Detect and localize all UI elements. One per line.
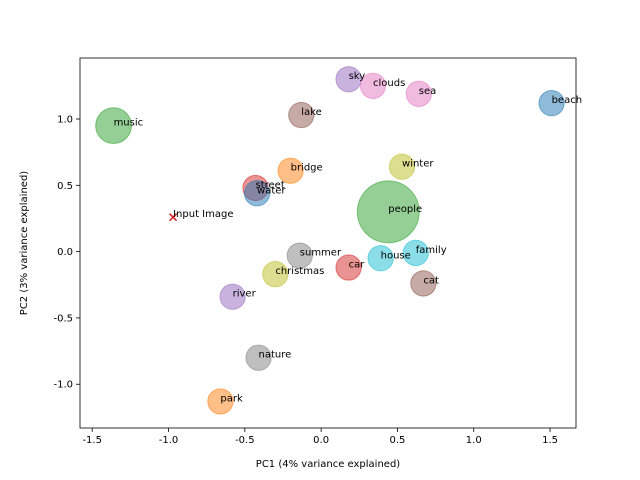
point-label-sky: sky: [349, 71, 366, 82]
input-marker-layer: Input Image: [169, 209, 233, 222]
point-label-clouds: clouds: [373, 78, 405, 89]
labels-layer: beach sky clouds sea lake music winter bridge st…: [114, 71, 582, 404]
point-label-cat: cat: [423, 275, 439, 286]
point-label-bridge: bridge: [291, 163, 323, 174]
point-label-summer: summer: [300, 248, 342, 259]
point-beach: [538, 89, 565, 117]
point-people: [356, 180, 420, 244]
point-house: [367, 245, 394, 272]
point-sea: [405, 80, 432, 107]
point-label-lake: lake: [301, 107, 322, 118]
y-tick-label: -1.0: [53, 380, 73, 391]
point-family: [402, 239, 429, 267]
point-label-water: water: [257, 185, 286, 196]
point-label-christmas: christmas: [275, 266, 324, 277]
point-label-music: music: [114, 118, 144, 129]
x-tick-label: 1.5: [542, 435, 558, 446]
point-clouds: [359, 72, 387, 99]
point-label-nature: nature: [259, 350, 292, 361]
y-tick-label: 1.0: [57, 115, 73, 126]
plot-frame: [79, 57, 577, 429]
x-tick-label: -1.0: [159, 435, 179, 446]
x-axis: -1.5 -1.0 -0.5 0.0 0.5 1.0 1.5: [82, 428, 558, 446]
point-river: [219, 283, 246, 310]
point-label-sea: sea: [419, 86, 437, 97]
y-axis: -1.0 -0.5 0.0 0.5 1.0: [53, 115, 80, 391]
point-park: [207, 388, 234, 415]
point-sky: [335, 66, 362, 93]
point-lake: [288, 101, 315, 129]
y-tick-label: 0.0: [57, 247, 73, 258]
point-summer: [286, 242, 313, 269]
y-tick-label: -0.5: [53, 313, 73, 324]
point-music: [95, 107, 132, 145]
point-car: [335, 254, 362, 281]
point-winter: [388, 153, 416, 180]
x-axis-label: PC1 (4% variance explained): [256, 459, 400, 470]
point-label-park: park: [220, 393, 243, 404]
x-tick-label: 0.5: [389, 435, 405, 446]
input-image-label: Input Image: [173, 209, 233, 220]
point-christmas: [262, 261, 289, 288]
point-label-winter: winter: [402, 159, 434, 170]
point-label-beach: beach: [552, 95, 582, 106]
point-water: [243, 180, 271, 207]
input-image-marker: [169, 213, 178, 222]
point-label-river: river: [233, 289, 257, 300]
point-nature: [245, 344, 272, 371]
point-label-family: family: [416, 245, 447, 256]
point-label-house: house: [381, 250, 411, 261]
x-tick-label: -0.5: [235, 435, 255, 446]
point-label-people: people: [388, 204, 422, 215]
point-bridge: [277, 157, 304, 184]
points-layer: [95, 66, 565, 415]
point-label-street: street: [256, 180, 285, 191]
y-tick-label: 0.5: [57, 181, 73, 192]
x-tick-label: 1.0: [466, 435, 482, 446]
x-tick-label: -1.5: [82, 435, 102, 446]
x-tick-label: 0.0: [313, 435, 329, 446]
point-label-car: car: [349, 260, 366, 271]
point-cat: [410, 270, 437, 297]
y-axis-label: PC2 (3% variance explained): [19, 171, 30, 315]
